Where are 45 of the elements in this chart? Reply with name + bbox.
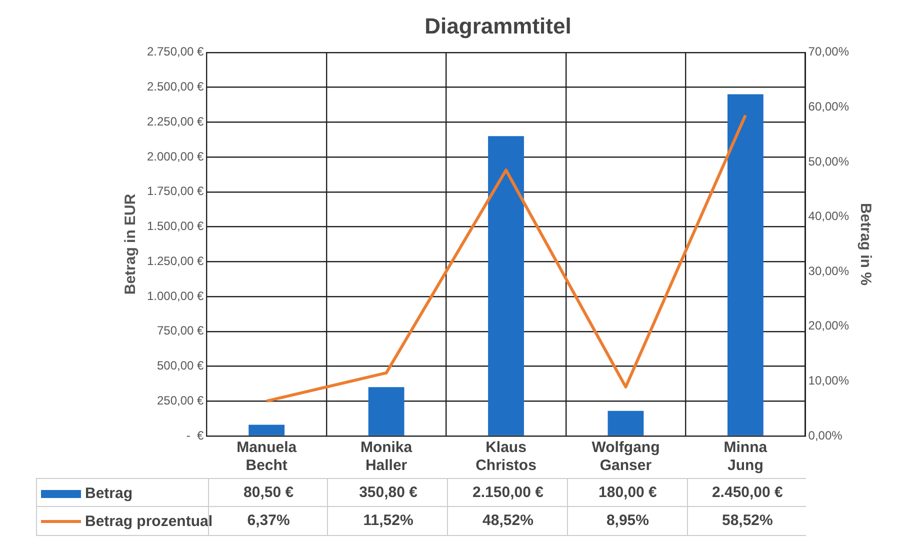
data-label: 8,95% <box>566 507 688 535</box>
y-tick-label: - € <box>186 428 204 442</box>
y-tick-label: 2.000,00 € <box>147 149 204 164</box>
x-tick-label: Wolfgang Ganser <box>592 439 660 474</box>
y-tick-label: 1.000,00 € <box>147 288 204 303</box>
chart-title: Diagrammtitel <box>424 13 572 38</box>
data-label: 2.150,00 € <box>447 479 568 507</box>
y-tick-label: 750,00 € <box>157 324 204 338</box>
y-tick-label: 2.250,00 € <box>147 114 204 128</box>
x-tick-label: Manuela Becht <box>236 439 298 474</box>
y-tick-label: 1.750,00 € <box>147 184 204 198</box>
y-tick-label: 250,00 € <box>157 393 204 408</box>
bar <box>727 94 764 436</box>
data-label: 58,52% <box>686 507 808 535</box>
y-tick-label: 1.500,00 € <box>147 219 204 234</box>
y-tick-label: 1.250,00 € <box>147 254 204 268</box>
y2-tick-label: 60,00% <box>808 100 850 114</box>
legend-label: Betrag prozentual <box>85 513 213 530</box>
bar <box>368 387 404 436</box>
y2-tick-label: 20,00% <box>808 318 850 333</box>
bar <box>248 424 285 436</box>
y-tick-label: 2.500,00 € <box>147 80 204 94</box>
data-label: 48,52% <box>447 507 568 535</box>
y2-tick-label: 10,00% <box>808 374 850 388</box>
y2-tick-label: 50,00% <box>808 154 850 168</box>
x-tick-label: Minna Jung <box>724 439 768 474</box>
y2-axis-title: Betrag in % <box>856 202 874 286</box>
y2-tick-label: 70,00% <box>808 44 850 59</box>
y-tick-label: 2.750,00 € <box>147 44 204 59</box>
x-tick-label: Monika Haller <box>360 439 413 474</box>
data-label: 350,80 € <box>327 479 448 507</box>
data-label: 11,52% <box>327 507 448 535</box>
data-label: 80,50 € <box>208 479 328 507</box>
data-label: 6,37% <box>247 512 290 529</box>
y2-tick-label: 0,00% <box>808 428 843 442</box>
y-tick-label: 500,00 € <box>157 358 204 373</box>
y2-tick-label: 30,00% <box>808 264 850 278</box>
x-tick-label: Klaus Christos <box>476 439 536 474</box>
bar <box>608 410 644 436</box>
data-label: 2.450,00 € <box>686 479 808 507</box>
bar <box>488 136 524 436</box>
y2-tick-label: 40,00% <box>808 209 850 224</box>
y-axis-title: Betrag in EUR <box>122 194 140 295</box>
data-label: 180,00 € <box>566 479 688 507</box>
legend-label: Betrag <box>85 485 133 502</box>
